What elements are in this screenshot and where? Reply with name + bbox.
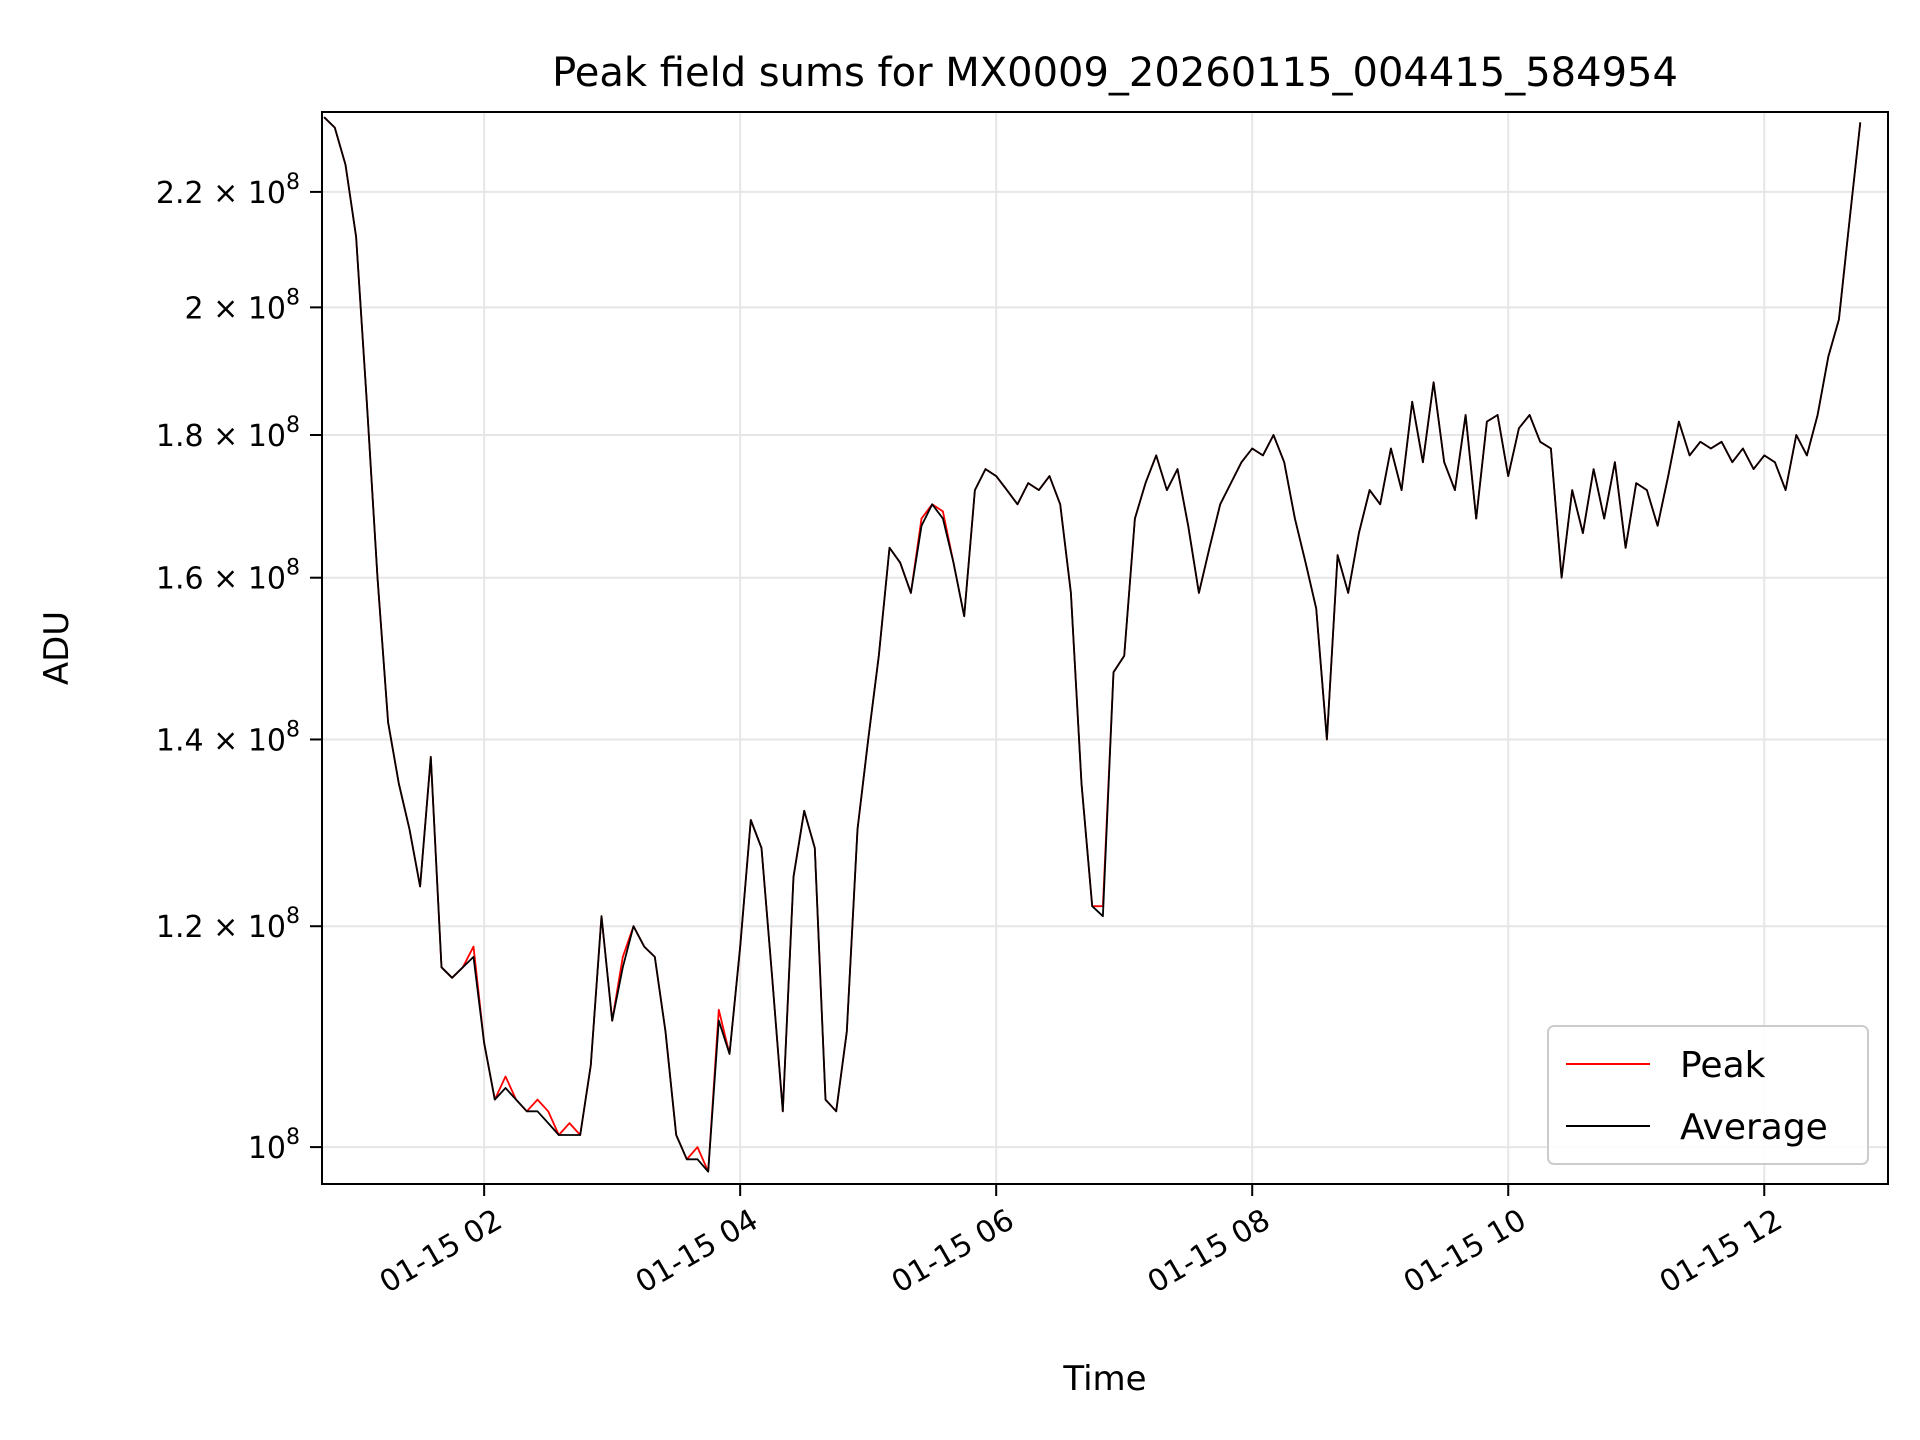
y-tick-times: × (204, 176, 248, 211)
y-tick-exponent: 8 (286, 1125, 300, 1150)
y-tick-base: 10 (248, 291, 286, 326)
y-tick-base: 10 (248, 723, 286, 758)
y-tick-label: 2 × 108 (185, 285, 301, 326)
y-tick-mantissa: 1.6 (156, 562, 204, 597)
y-tick-mantissa: 2 (185, 291, 204, 326)
y-tick-exponent: 8 (286, 717, 300, 742)
y-tick-times: × (204, 291, 248, 326)
y-tick-mantissa: 2.2 (156, 176, 204, 211)
legend: Peak Average (1547, 1025, 1869, 1165)
y-tick-times: × (204, 723, 248, 758)
y-tick-base: 10 (248, 419, 286, 454)
y-tick-base: 10 (248, 910, 286, 945)
y-tick-exponent: 8 (286, 413, 300, 438)
y-tick-exponent: 8 (286, 285, 300, 310)
y-tick-label: 1.2 × 108 (156, 904, 300, 945)
y-tick-times: × (204, 910, 248, 945)
chart-title: Peak field sums for MX0009_20260115_0044… (552, 50, 1678, 96)
y-tick-label: 2.2 × 108 (156, 170, 300, 211)
grid (322, 112, 1888, 1184)
y-tick-times: × (204, 419, 248, 454)
legend-label: Peak (1680, 1045, 1766, 1086)
y-tick-base: 10 (248, 176, 286, 211)
series-line-average (323, 116, 1862, 1173)
plot-frame (321, 111, 1889, 1185)
legend-box (1547, 1025, 1869, 1165)
y-tick-label: 1.8 × 108 (156, 413, 300, 454)
y-tick-mantissa: 1.8 (156, 419, 204, 454)
y-tick-label: 1.4 × 108 (156, 717, 300, 758)
x-axis-label: Time (1062, 1359, 1146, 1399)
y-tick-base: 10 (248, 1131, 286, 1166)
y-tick-label: 1.6 × 108 (156, 556, 300, 597)
y-tick-times: × (204, 562, 248, 597)
y-axis-label: ADU (37, 611, 77, 685)
series-lines (323, 116, 1862, 1173)
y-tick-base: 10 (248, 562, 286, 597)
legend-label: Average (1680, 1107, 1828, 1148)
y-tick-mantissa: 1.4 (156, 723, 204, 758)
y-tick-mantissa: 1.2 (156, 910, 204, 945)
y-tick-exponent: 8 (286, 170, 300, 195)
y-tick-exponent: 8 (286, 556, 300, 581)
y-tick-label: 108 (248, 1125, 300, 1166)
y-tick-exponent: 8 (286, 904, 300, 929)
